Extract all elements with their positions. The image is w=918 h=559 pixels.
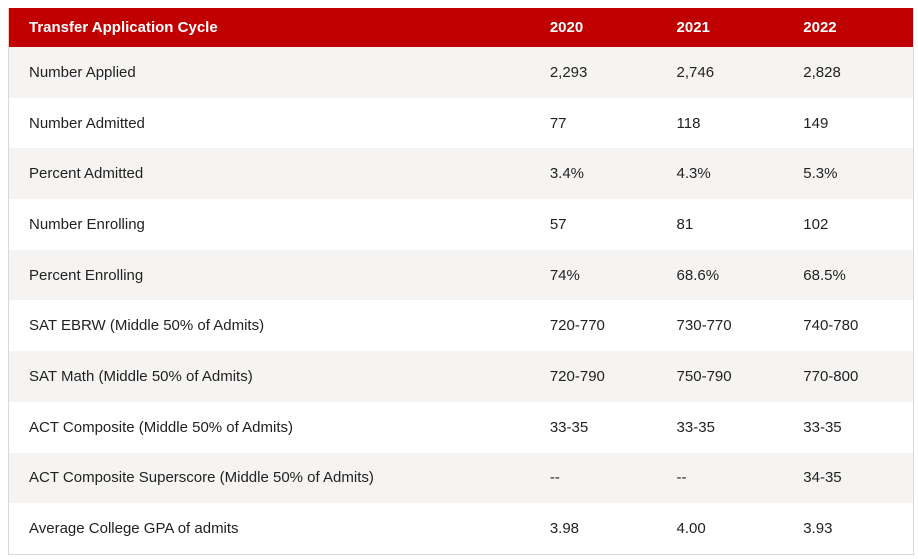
cell-2020: -- xyxy=(549,469,560,487)
table-row: SAT Math (Middle 50% of Admits) 720-790 … xyxy=(9,351,913,402)
cell-2020: 720-790 xyxy=(549,367,605,385)
row-label: Percent Enrolling xyxy=(29,266,144,284)
row-label: SAT Math (Middle 50% of Admits) xyxy=(29,367,253,385)
cell-2020: 3.98 xyxy=(549,520,580,538)
cell-2022: 149 xyxy=(803,114,829,132)
cell-2020: 57 xyxy=(549,215,567,233)
row-label: SAT EBRW (Middle 50% of Admits) xyxy=(29,317,265,335)
cell-2020: 74% xyxy=(549,266,580,284)
cell-2022: 5.3% xyxy=(803,165,838,183)
header-cell-2020: 2020 xyxy=(549,19,584,36)
cell-2022: 34-35 xyxy=(803,469,842,487)
cell-2020: 77 xyxy=(549,114,567,132)
row-label: ACT Composite Superscore (Middle 50% of … xyxy=(29,469,374,487)
row-label: ACT Composite (Middle 50% of Admits) xyxy=(29,418,293,436)
transfer-stats-table: Transfer Application Cycle 2020 2021 202… xyxy=(8,8,914,555)
cell-2022: 102 xyxy=(803,215,829,233)
table-row: SAT EBRW (Middle 50% of Admits) 720-770 … xyxy=(9,300,913,352)
cell-2022: 33-35 xyxy=(803,418,842,436)
cell-2021: 118 xyxy=(676,114,701,132)
cell-2022: 740-780 xyxy=(803,317,859,335)
table-row: ACT Composite Superscore (Middle 50% of … xyxy=(9,452,913,504)
header-cell-label: Transfer Application Cycle xyxy=(29,19,218,36)
cell-2021: -- xyxy=(676,469,687,487)
cell-2022: 2,828 xyxy=(803,63,841,81)
table-header-row: Transfer Application Cycle 2020 2021 202… xyxy=(9,8,913,47)
cell-2020: 3.4% xyxy=(549,165,585,183)
cell-2020: 720-770 xyxy=(549,317,605,335)
cell-2020: 33-35 xyxy=(549,418,589,436)
cell-2021: 68.6% xyxy=(676,266,720,284)
row-label: Number Admitted xyxy=(29,114,145,132)
cell-2022: 3.93 xyxy=(803,520,833,538)
cell-2022: 770-800 xyxy=(803,367,859,385)
cell-2021: 4.3% xyxy=(676,165,711,183)
cell-2021: 81 xyxy=(676,215,694,233)
cell-2021: 33-35 xyxy=(676,418,715,436)
cell-2021: 750-790 xyxy=(676,367,732,385)
row-label: Number Enrolling xyxy=(29,215,145,233)
table-row: Number Enrolling 57 81 102 xyxy=(9,199,913,250)
header-cell-2022: 2022 xyxy=(803,19,837,36)
table-row: Average College GPA of admits 3.98 4.00 … xyxy=(9,503,913,554)
table-row: Percent Admitted 3.4% 4.3% 5.3% xyxy=(9,148,913,200)
table-row: Number Admitted 77 118 149 xyxy=(9,97,913,149)
row-label: Number Applied xyxy=(29,63,136,81)
table-row: Percent Enrolling 74% 68.6% 68.5% xyxy=(9,249,913,301)
cell-2021: 2,746 xyxy=(676,63,715,81)
row-label: Average College GPA of admits xyxy=(29,520,239,538)
cell-2021: 730-770 xyxy=(676,317,732,335)
row-label: Percent Admitted xyxy=(29,165,144,183)
table-row: ACT Composite (Middle 50% of Admits) 33-… xyxy=(9,401,913,453)
header-cell-2021: 2021 xyxy=(676,19,710,36)
table-row: Number Applied 2,293 2,746 2,828 xyxy=(9,47,913,98)
cell-2020: 2,293 xyxy=(549,63,588,81)
cell-2022: 68.5% xyxy=(803,266,846,284)
cell-2021: 4.00 xyxy=(676,520,706,538)
